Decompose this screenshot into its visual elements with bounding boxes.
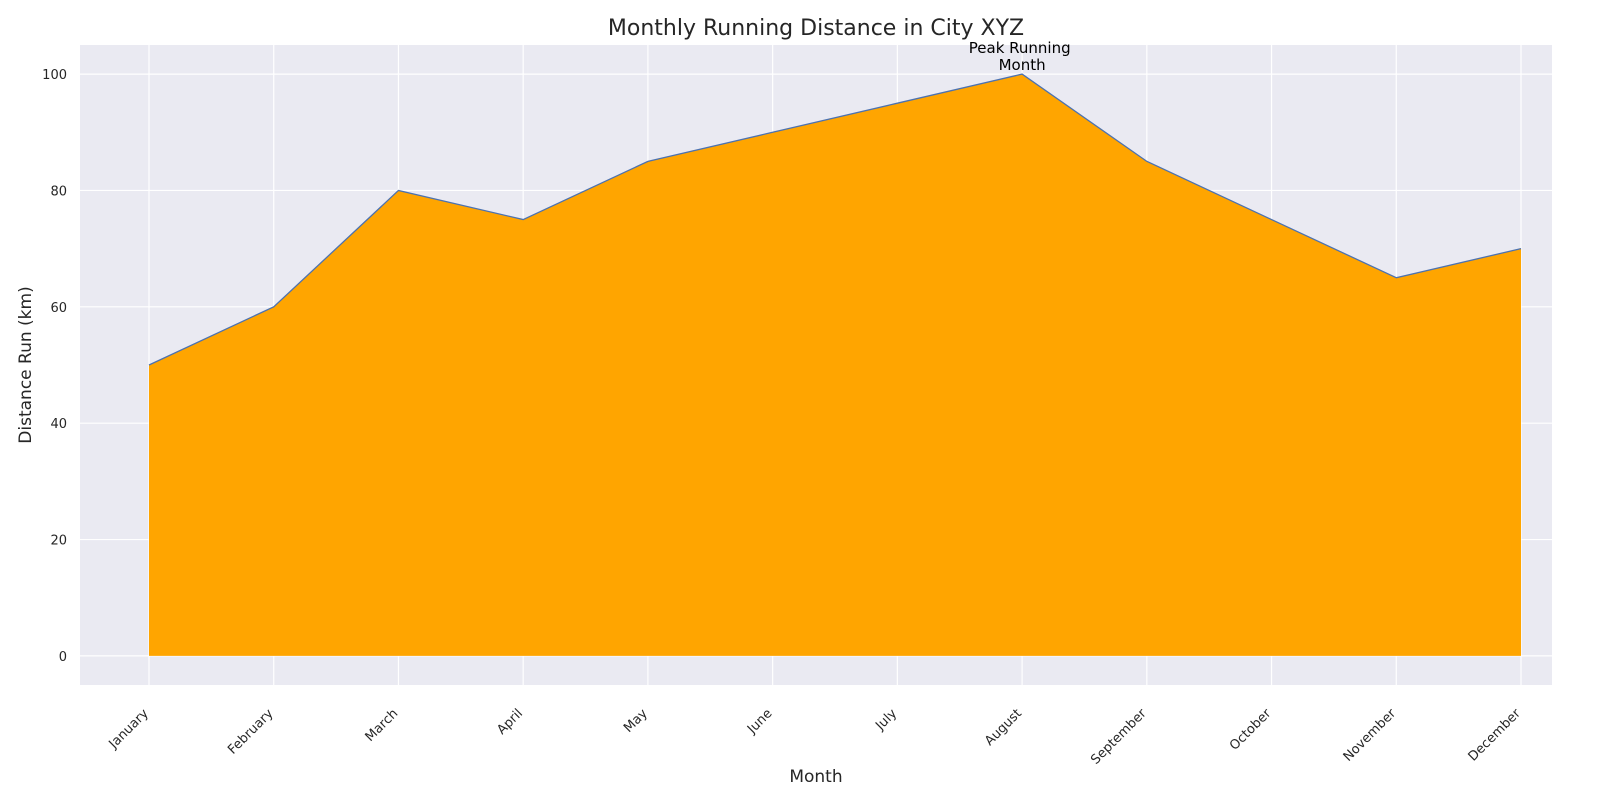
x-tick-label: June bbox=[744, 706, 775, 737]
peak-annotation-line-1: Peak Running bbox=[969, 39, 1071, 57]
y-tick-label: 80 bbox=[50, 184, 67, 199]
peak-annotation: Peak Running Month bbox=[969, 39, 1076, 74]
y-tick-label: 40 bbox=[50, 417, 67, 432]
x-tick-label: April bbox=[494, 706, 526, 738]
x-tick-label: November bbox=[1341, 706, 1400, 765]
y-axis-ticks: 0 20 40 60 80 100 bbox=[42, 68, 67, 665]
series-line bbox=[148, 73, 1522, 366]
x-tick-label: May bbox=[621, 706, 651, 736]
x-tick-label: January bbox=[106, 706, 152, 752]
y-axis-label: Distance Run (km) bbox=[16, 286, 36, 443]
x-tick-label: February bbox=[225, 706, 277, 758]
x-tick-label: July bbox=[872, 706, 900, 734]
x-axis-label: Month bbox=[789, 767, 842, 787]
x-axis-ticks: January February March April May June July Augu… bbox=[106, 706, 1525, 768]
x-tick-label: October bbox=[1227, 706, 1275, 754]
x-tick-label: September bbox=[1088, 706, 1150, 768]
chart-title: Monthly Running Distance in City XYZ bbox=[608, 16, 1024, 41]
area-fill bbox=[149, 74, 1521, 656]
y-tick-label: 60 bbox=[50, 301, 67, 316]
y-tick-label: 20 bbox=[50, 534, 67, 549]
y-tick-label: 100 bbox=[42, 68, 67, 83]
x-tick-label: March bbox=[363, 706, 402, 745]
y-tick-label: 0 bbox=[59, 650, 67, 665]
x-tick-label: August bbox=[982, 706, 1025, 749]
x-tick-label: December bbox=[1466, 706, 1525, 765]
peak-annotation-line-2: Month bbox=[999, 56, 1046, 74]
